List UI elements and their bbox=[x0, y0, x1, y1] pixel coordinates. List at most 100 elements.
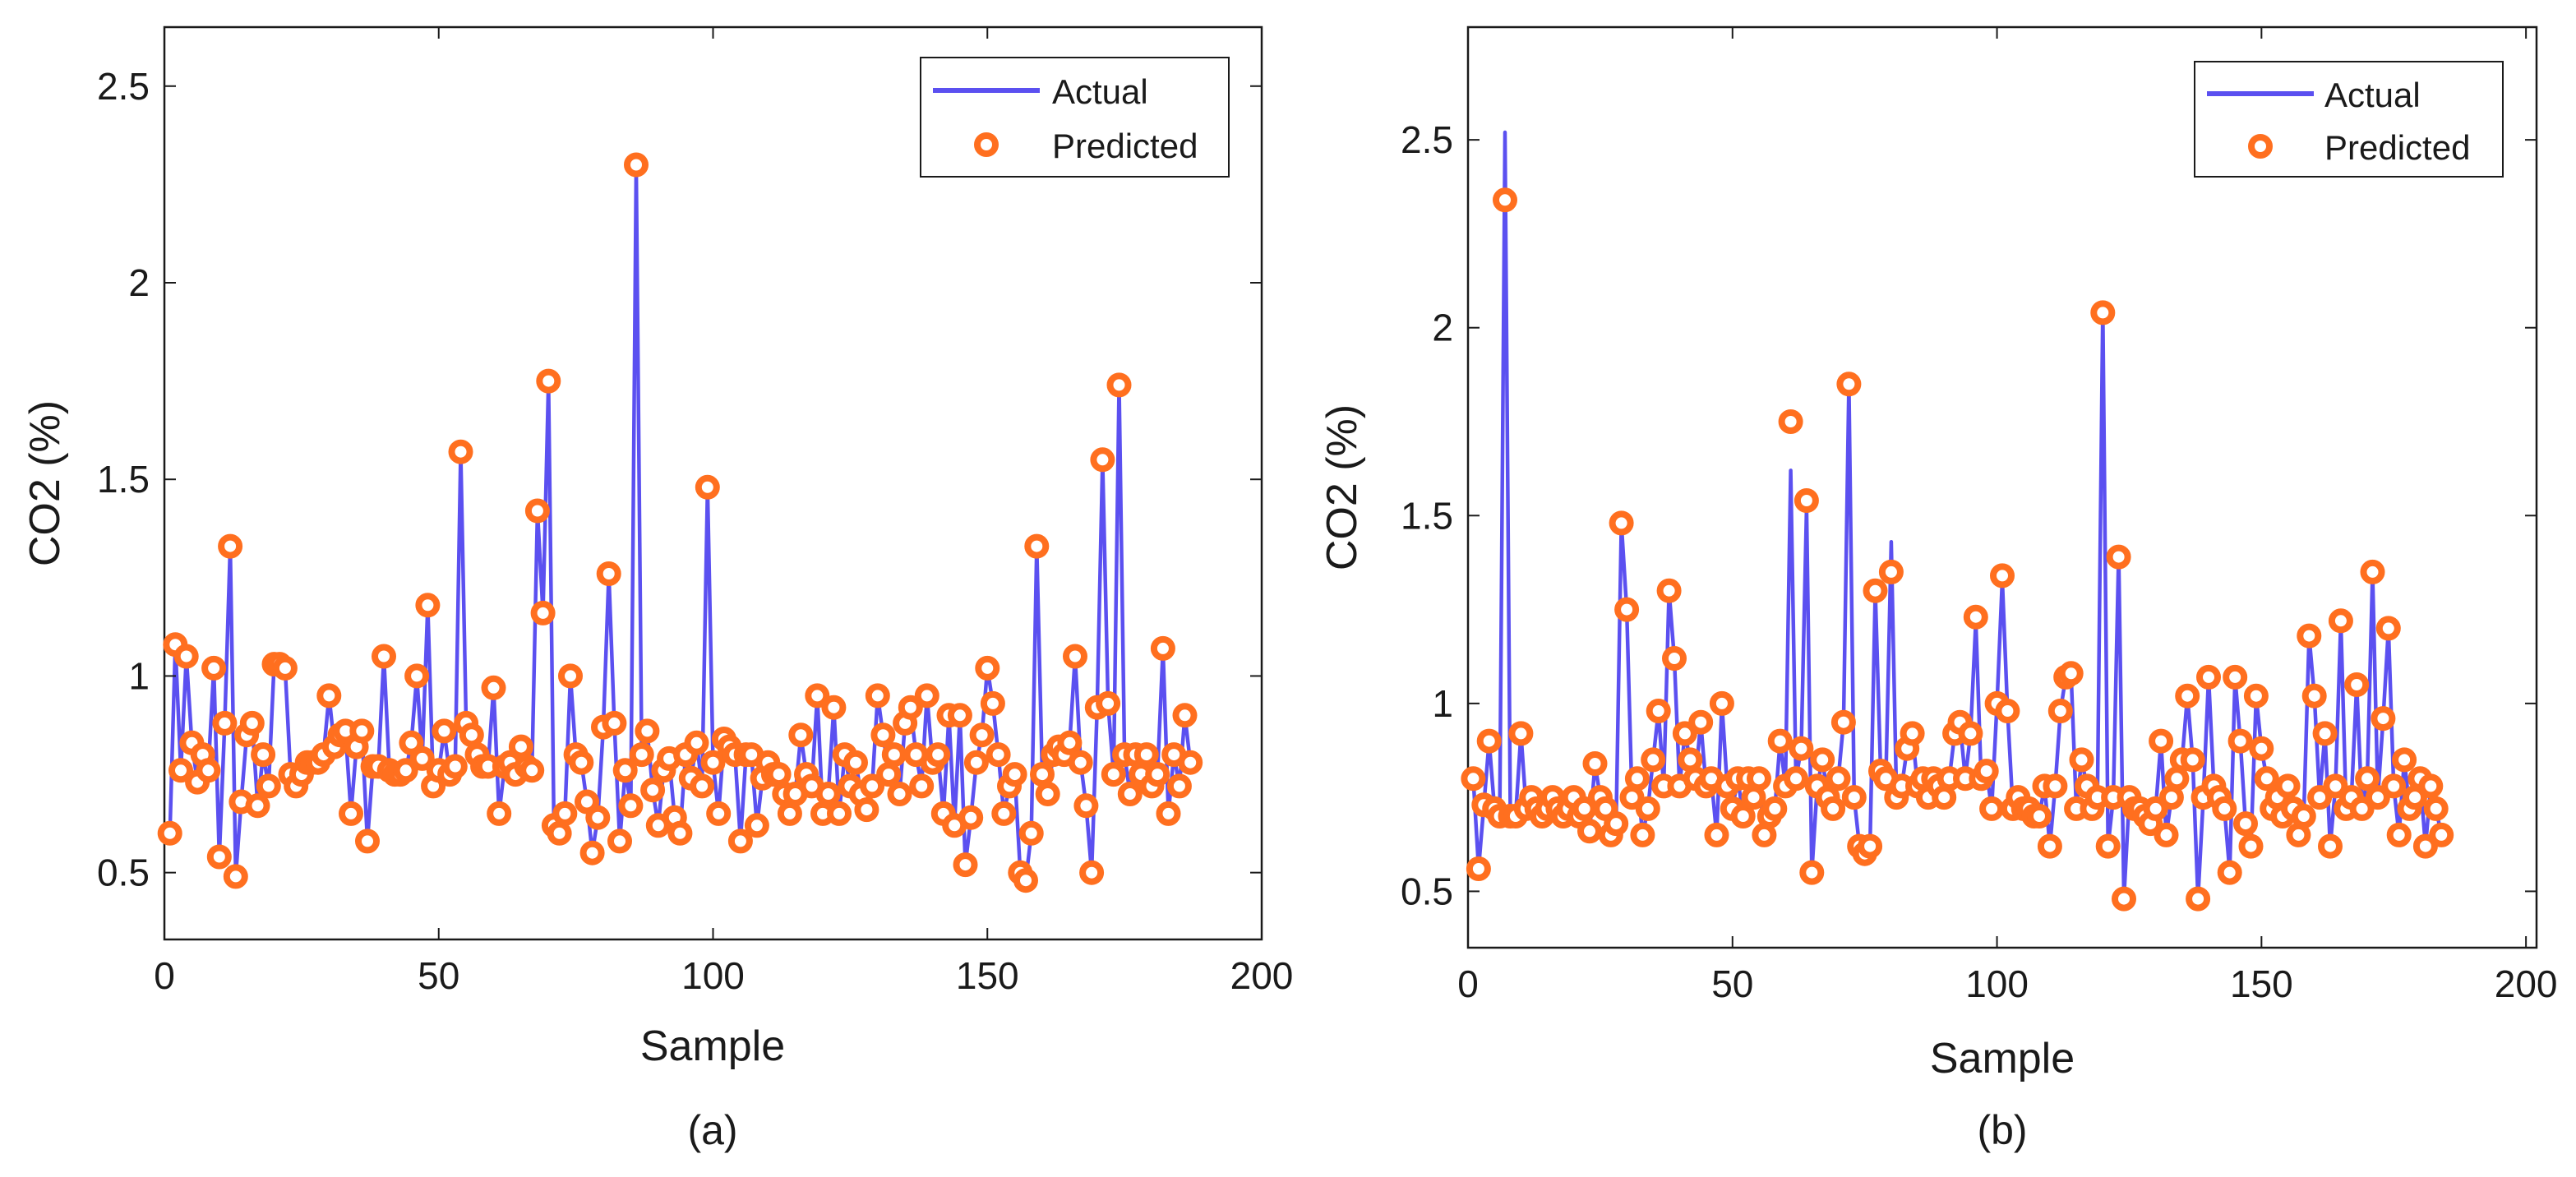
predicted-point bbox=[2275, 773, 2301, 799]
predicted-point bbox=[2149, 728, 2174, 754]
predicted-point bbox=[2233, 811, 2258, 837]
predicted-point bbox=[1767, 728, 1793, 754]
x-tick-label: 0 bbox=[1457, 962, 1479, 1005]
predicted-point bbox=[2112, 886, 2136, 912]
predicted-point bbox=[2349, 796, 2375, 821]
predicted-point bbox=[223, 864, 248, 889]
predicted-point bbox=[1878, 559, 1904, 584]
x-tick-label: 150 bbox=[2230, 962, 2293, 1005]
predicted-point bbox=[1900, 721, 1925, 746]
predicted-point bbox=[926, 742, 951, 768]
predicted-point bbox=[2047, 699, 2073, 723]
predicted-point bbox=[640, 778, 666, 803]
predicted-point bbox=[487, 801, 512, 826]
predicted-point bbox=[579, 840, 605, 865]
predicted-point bbox=[2158, 785, 2184, 810]
predicted-point bbox=[881, 742, 907, 768]
predicted-point bbox=[1858, 833, 1883, 859]
predicted-point bbox=[1133, 742, 1159, 768]
predicted-point bbox=[536, 368, 561, 394]
predicted-point bbox=[1794, 488, 1819, 513]
predicted-point bbox=[788, 722, 814, 748]
predicted-point bbox=[727, 829, 753, 854]
y-axis-label: CO2 (%) bbox=[21, 400, 69, 566]
predicted-point bbox=[409, 745, 435, 771]
predicted-point bbox=[706, 801, 732, 826]
predicted-point bbox=[481, 675, 506, 700]
predicted-point bbox=[1784, 766, 1808, 792]
predicted-point bbox=[1150, 635, 1175, 661]
predicted-point bbox=[870, 722, 896, 748]
predicted-point bbox=[169, 758, 193, 783]
predicted-point bbox=[1096, 690, 1121, 716]
predicted-point bbox=[1577, 819, 1602, 844]
predicted-point bbox=[947, 703, 972, 728]
predicted-point bbox=[815, 782, 841, 806]
predicted-point bbox=[1656, 578, 1682, 603]
x-tick-label: 0 bbox=[154, 954, 175, 997]
predicted-point bbox=[1090, 447, 1115, 473]
predicted-point bbox=[2180, 747, 2205, 773]
predicted-point bbox=[2312, 721, 2338, 746]
predicted-point bbox=[2196, 664, 2221, 690]
predicted-point bbox=[2106, 544, 2131, 570]
predicted-point bbox=[1741, 785, 1766, 810]
predicted-point bbox=[805, 683, 830, 709]
predicted-point bbox=[635, 718, 660, 744]
predicted-point bbox=[2175, 683, 2200, 709]
predicted-point bbox=[1145, 762, 1170, 787]
legend-predicted-swatch bbox=[974, 132, 999, 157]
predicted-point bbox=[201, 655, 227, 681]
predicted-point bbox=[2423, 796, 2449, 821]
predicted-point bbox=[1609, 510, 1634, 536]
predicted-point bbox=[206, 844, 232, 870]
legend: Actual Predicted bbox=[2194, 61, 2504, 178]
predicted-point bbox=[2217, 860, 2242, 885]
predicted-point bbox=[1836, 372, 1862, 397]
predicted-point bbox=[2418, 773, 2444, 799]
predicted-point bbox=[1863, 578, 1888, 603]
predicted-point bbox=[1826, 766, 1851, 792]
predicted-point bbox=[1778, 409, 1803, 434]
predicted-point bbox=[404, 663, 430, 689]
predicted-point bbox=[1079, 860, 1105, 885]
predicted-point bbox=[2243, 683, 2269, 709]
predicted-point bbox=[2386, 822, 2412, 847]
predicted-point bbox=[157, 820, 182, 846]
predicted-point bbox=[1156, 801, 1181, 826]
predicted-point bbox=[684, 730, 709, 755]
predicted-point bbox=[2037, 833, 2062, 859]
predicted-point bbox=[2186, 886, 2211, 912]
x-tick-label: 50 bbox=[418, 954, 459, 997]
predicted-point bbox=[519, 758, 545, 783]
predicted-point bbox=[2297, 623, 2322, 649]
predicted-point bbox=[607, 829, 632, 854]
predicted-point bbox=[173, 644, 199, 669]
predicted-point bbox=[2143, 796, 2168, 821]
predicted-point bbox=[2058, 661, 2084, 686]
predicted-point bbox=[1106, 372, 1132, 398]
legend: Actual Predicted bbox=[920, 57, 1230, 178]
predicted-point bbox=[1704, 822, 1729, 847]
predicted-point bbox=[442, 754, 468, 779]
predicted-point bbox=[432, 718, 457, 744]
predicted-point bbox=[969, 722, 995, 748]
predicted-point bbox=[2371, 706, 2396, 732]
predicted-point bbox=[1582, 751, 1608, 776]
predicted-point bbox=[2027, 804, 2052, 829]
x-tick-label: 200 bbox=[2495, 962, 2558, 1005]
predicted-point bbox=[2043, 773, 2068, 799]
predicted-point bbox=[2090, 300, 2116, 325]
predicted-point bbox=[415, 593, 441, 618]
predicted-point bbox=[2291, 804, 2316, 829]
predicted-point bbox=[1730, 804, 1756, 829]
y-tick-label: 2.5 bbox=[1401, 118, 1453, 161]
predicted-point bbox=[1662, 646, 1687, 671]
predicted-point bbox=[843, 750, 868, 775]
predicted-point bbox=[1762, 796, 1788, 821]
predicted-point bbox=[2212, 796, 2237, 821]
predicted-point bbox=[251, 742, 276, 768]
predicted-point bbox=[596, 561, 621, 586]
predicted-point bbox=[2307, 785, 2333, 810]
predicted-point bbox=[2360, 559, 2385, 584]
